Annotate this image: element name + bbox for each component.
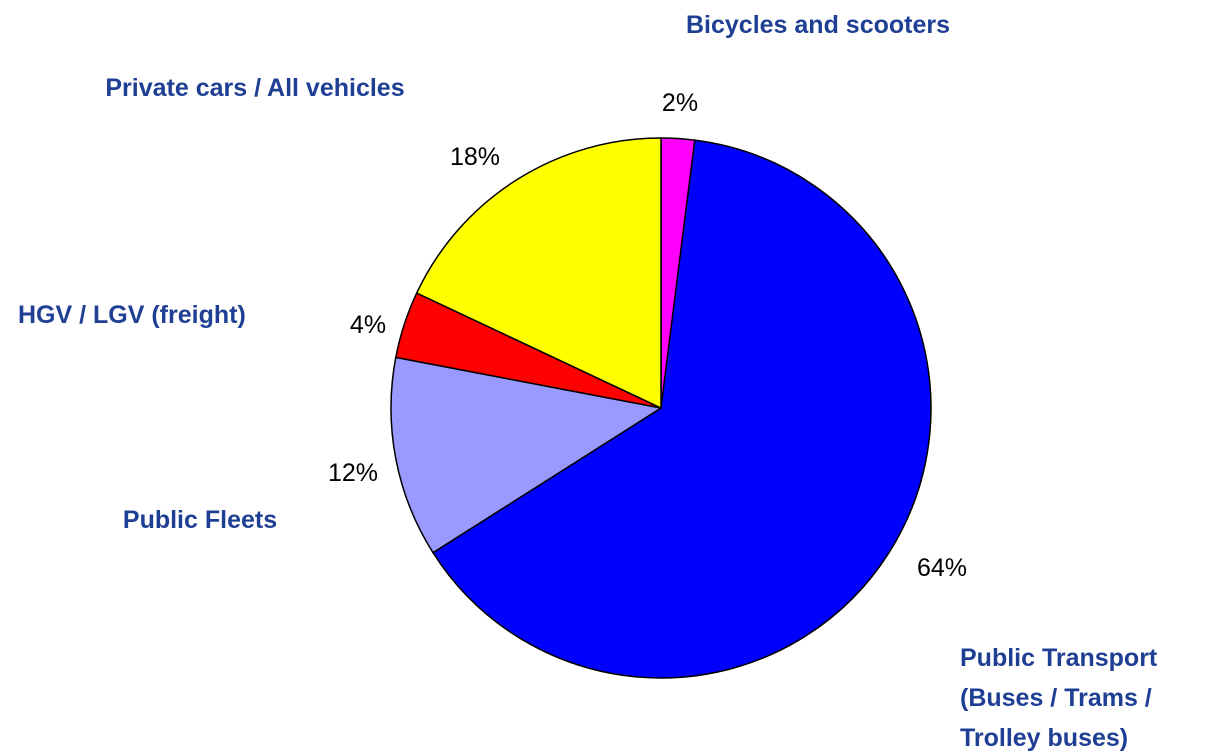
pie-slice <box>415 137 662 410</box>
slice-label: Public Fleets <box>122 506 278 534</box>
value-label: 12% <box>327 459 379 487</box>
value-label: 2% <box>661 89 699 117</box>
pie-slice <box>431 139 932 679</box>
value-label: 4% <box>349 311 387 339</box>
value-label: 64% <box>916 554 968 582</box>
slice-label: HGV / LGV (freight) <box>18 301 246 329</box>
pie-slice <box>390 356 664 554</box>
slice-label: Private cars / All vehicles <box>105 74 405 102</box>
slice-label: Bicycles and scooters <box>685 11 950 39</box>
slice-label: Public Transport (Buses / Trams / Trolle… <box>960 644 1158 752</box>
value-label: 18% <box>449 143 501 171</box>
